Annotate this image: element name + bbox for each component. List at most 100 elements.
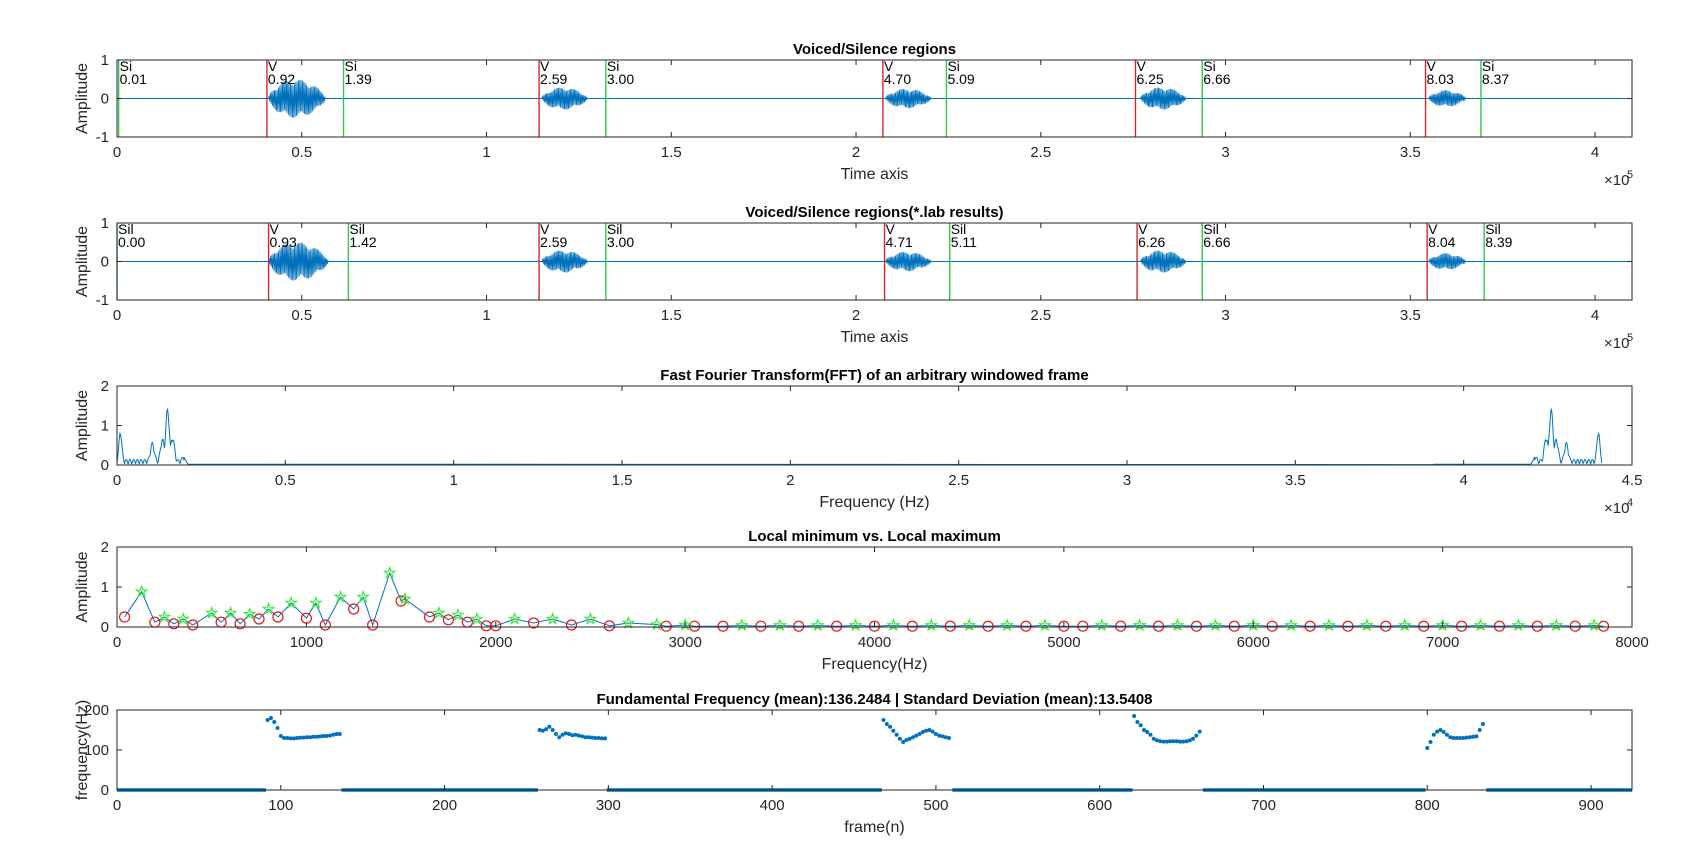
local-minimum-point [1597, 620, 1610, 632]
marker-time: 8.37 [1482, 71, 1509, 87]
speech-segment-2 [541, 87, 602, 110]
y-tick-label: 1 [101, 215, 109, 232]
pitch-point [537, 728, 542, 732]
y-tick-label: 1 [101, 418, 109, 435]
marker-label: Si [120, 58, 132, 74]
marker-time: 8.04 [1428, 234, 1455, 250]
marker-label: Si [607, 58, 619, 74]
local-minimum-point [831, 620, 843, 632]
x-tick-label: 1.5 [661, 307, 682, 324]
pitch-point [298, 735, 303, 740]
marker-time: 5.09 [947, 71, 974, 87]
pitch-point [904, 738, 909, 742]
pitch-point [288, 736, 293, 741]
local-minimum-point [1152, 620, 1165, 632]
local-maximum-point [1132, 618, 1147, 632]
pitch-point [881, 718, 886, 722]
local-minimum-point [272, 611, 284, 623]
marker-time: 6.66 [1203, 234, 1230, 250]
local-minimum-point [868, 620, 881, 632]
plot-area [117, 714, 1632, 792]
marker-label: Sil [607, 221, 623, 237]
pitch-point [560, 732, 565, 737]
x-tick-label: 4 [1591, 307, 1599, 324]
pitch-point [1477, 728, 1482, 732]
speech-segment-4 [1140, 250, 1200, 273]
x-tick-label: 600 [1087, 797, 1112, 814]
x-tick-label: 900 [1579, 797, 1604, 814]
pitch-point [593, 736, 598, 740]
x-tick-label: 0 [113, 472, 121, 489]
pitch-point [308, 735, 313, 740]
pitch-point [1464, 735, 1469, 740]
local-minimum-point [1455, 620, 1468, 632]
plot-area [118, 565, 1610, 632]
x-tick-label: 1.5 [661, 144, 682, 161]
x-tick-label: 0 [113, 144, 121, 161]
local-minimum-point [1304, 620, 1316, 632]
local-maximum-point [848, 618, 863, 632]
marker-time: 4.71 [886, 234, 913, 250]
local-maximum-point [649, 617, 664, 631]
marker-label: Sil [951, 221, 967, 237]
pitch-point [1194, 733, 1199, 738]
pitch-point [540, 728, 545, 733]
local-minimum-point [565, 619, 578, 631]
speech-segment-1 [268, 242, 347, 281]
pitch-point [927, 728, 932, 732]
speech-segment-2 [541, 250, 602, 273]
marker-label: V [270, 221, 280, 237]
x-tick-label: 800 [1415, 797, 1440, 814]
local-maximum-point [242, 606, 257, 621]
marker-label: V [1428, 221, 1438, 237]
pitch-point [1461, 736, 1466, 740]
y-tick-label: 2 [101, 378, 109, 395]
pitch-point [580, 734, 585, 739]
y-tick-label: 0 [101, 457, 109, 474]
pitch-point [933, 732, 938, 736]
local-minimum-point [234, 618, 246, 630]
y-tick-label: -1 [96, 292, 109, 309]
pitch-point [570, 733, 575, 738]
local-minimum-point [490, 620, 502, 632]
axes-box [116, 385, 1633, 466]
pitch-point [603, 736, 608, 741]
pitch-point [888, 724, 893, 729]
pitch-point [1187, 738, 1192, 743]
subplot-1: Si0.01V0.92Si1.39V2.59Si3.00V4.70Si5.09V… [74, 41, 1633, 189]
pitch-point [583, 735, 588, 740]
local-minimum-point [1380, 620, 1392, 632]
pitch-point [301, 735, 306, 740]
marker-label: V [540, 221, 550, 237]
x-tick-label: 3.5 [1285, 472, 1306, 489]
axes-box [116, 709, 1633, 791]
marker-time: 6.66 [1203, 71, 1230, 87]
x-tick-label: 3 [1221, 144, 1229, 161]
local-maximum-point [735, 618, 749, 632]
pitch-point [1191, 736, 1196, 741]
chart-title: Voiced/Silence regions(*.lab results) [745, 204, 1003, 221]
local-minimum-point [1058, 620, 1070, 632]
local-maximum-point [772, 618, 787, 632]
y-tick-label: 0 [101, 782, 109, 799]
pitch-point [1135, 720, 1140, 724]
local-maximum-point [1284, 618, 1299, 632]
pitch-point [327, 733, 332, 738]
local-maximum-point [507, 611, 522, 625]
pitch-point [1138, 723, 1143, 728]
y-tick-label: 1 [101, 52, 109, 69]
local-maximum-point [157, 609, 172, 623]
pitch-point [278, 734, 283, 738]
x-axis-label: Time axis [841, 329, 909, 346]
pitch-point [1174, 739, 1179, 744]
pitch-point [1155, 738, 1160, 743]
local-minimum-point [793, 620, 805, 632]
pitch-point [573, 732, 578, 737]
marker-time: 3.00 [607, 71, 634, 87]
x-tick-label: 0.5 [275, 472, 296, 489]
fft-spectrum [116, 407, 1434, 466]
pitch-point [553, 732, 558, 736]
local-maximum-point [621, 615, 636, 629]
local-maximum-point [284, 595, 299, 609]
marker-label: V [886, 221, 896, 237]
